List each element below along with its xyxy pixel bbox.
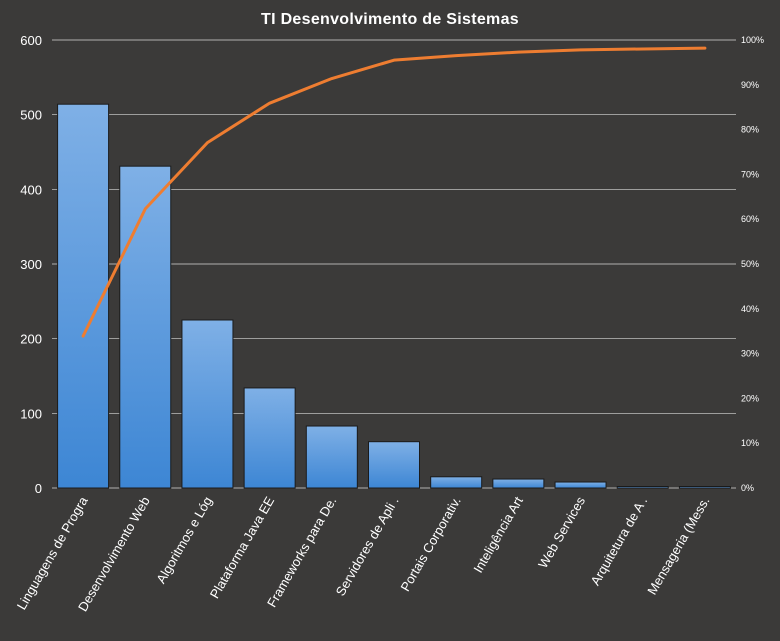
category-label: Arquitetura de A . — [587, 494, 650, 588]
bar — [119, 165, 172, 489]
category-label: Inteligência Art — [470, 494, 526, 576]
category-label: Mensageria (Mess. — [644, 494, 712, 597]
bar — [554, 481, 607, 489]
left-axis-tick-label: 400 — [20, 182, 42, 197]
right-axis-tick-label: 100% — [741, 35, 764, 45]
right-axis-tick-label: 50% — [741, 259, 759, 269]
bar — [305, 425, 358, 489]
left-axis-ticks: 0 100 200 300 400 500 600 — [20, 33, 42, 496]
right-axis-tick-label: 30% — [741, 349, 759, 359]
category-label: Algoritmos e Lóg — [153, 494, 215, 586]
category-label: Linguagens de Progra — [14, 493, 91, 612]
category-label: Web Services — [535, 494, 588, 571]
bar — [492, 478, 545, 489]
bar — [430, 476, 483, 489]
right-axis-tick-label: 60% — [741, 214, 759, 224]
left-axis-tick-label: 500 — [20, 108, 42, 123]
cumulative-line — [81, 46, 707, 338]
right-axis-tick-label: 90% — [741, 80, 759, 90]
right-axis-tick-label: 80% — [741, 125, 759, 135]
bars — [57, 103, 731, 489]
left-axis-tick-label: 0 — [35, 481, 42, 496]
bar — [243, 387, 296, 489]
right-axis-tick-label: 70% — [741, 169, 759, 179]
category-label: Plataforma Java EE — [207, 494, 278, 601]
bar — [368, 441, 420, 489]
left-axis-tick-label: 300 — [20, 257, 42, 272]
right-axis-tick-label: 10% — [741, 438, 759, 448]
right-axis-tick-label: 40% — [741, 304, 759, 314]
category-label: Frameworks para De. — [264, 494, 339, 610]
right-axis-tick-label: 0% — [741, 483, 754, 493]
right-axis-tick-label: 20% — [741, 393, 759, 403]
category-label: Desenvolvimento Web — [75, 494, 153, 614]
bar — [616, 486, 669, 489]
category-label: Portais Corporativ. — [397, 494, 463, 594]
bar — [181, 319, 234, 489]
left-axis-tick-label: 600 — [20, 33, 42, 48]
left-axis-tick-label: 200 — [20, 332, 42, 347]
right-axis-ticks: 0% 10% 20% 30% 40% 50% 60% 70% 80% 90% 100% — [741, 35, 764, 493]
chart-title: TI Desenvolvimento de Sistemas — [261, 11, 519, 28]
bar — [57, 103, 110, 489]
category-label: Servidores de Apli . — [333, 494, 402, 599]
cumulative-line-layer — [81, 46, 707, 338]
left-axis-tick-label: 100 — [20, 406, 42, 421]
bar — [678, 486, 731, 489]
